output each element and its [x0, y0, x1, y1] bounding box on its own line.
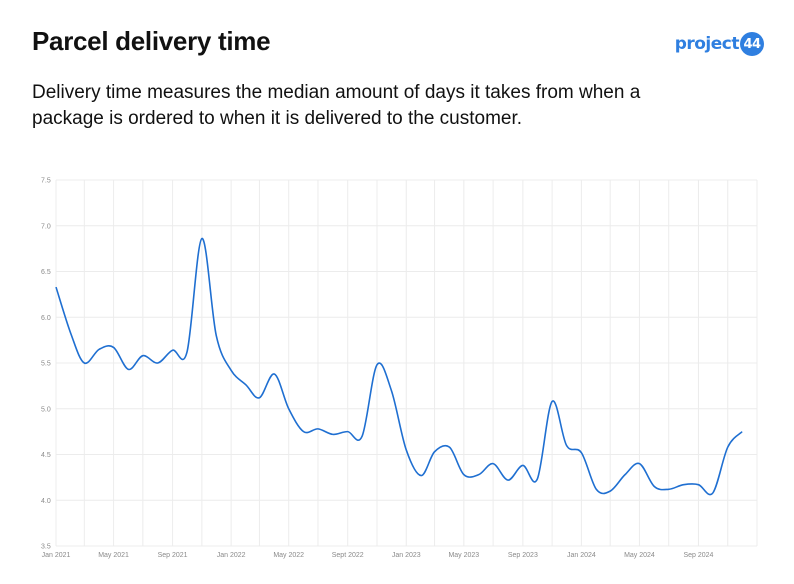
chart-grid	[55, 179, 758, 547]
x-tick-label: Sept 2022	[332, 552, 364, 559]
y-tick-label: 4.5	[41, 452, 51, 459]
x-tick-label: May 2023	[448, 552, 479, 559]
page-subtitle: Delivery time measures the median amount…	[32, 82, 641, 129]
page-title: Parcel delivery time	[32, 26, 271, 56]
x-tick-label: Sep 2023	[508, 552, 538, 559]
y-tick-label: 6.5	[41, 269, 51, 276]
x-tick-label: Jan 2024	[567, 552, 596, 559]
x-tick-label: May 2022	[273, 552, 304, 559]
series-layer	[55, 237, 743, 496]
y-axis: 3.5 4.0 4.5 5.0 5.5 6.0 6.5 7.0 7.5	[41, 178, 51, 551]
logo-badge: 44	[740, 32, 764, 56]
brand-logo[interactable]: project 44	[675, 32, 764, 56]
y-tick-label: 4.0	[41, 498, 51, 505]
x-axis: Jan 2021 May 2021 Sep 2021 Jan 2022 May 2022…	[42, 552, 714, 559]
y-tick-label: 6.0	[41, 315, 51, 322]
series-line	[55, 237, 743, 496]
x-tick-label: Sep 2024	[683, 552, 713, 559]
y-tick-label: 7.5	[41, 178, 51, 185]
y-tick-label: 5.0	[41, 406, 51, 413]
x-tick-label: May 2024	[624, 552, 655, 559]
y-tick-label: 5.5	[41, 361, 51, 368]
x-tick-label: Jan 2021	[42, 552, 71, 559]
y-tick-label: 3.5	[41, 544, 51, 551]
logo-wordmark: project	[674, 34, 740, 54]
x-tick-label: Jan 2023	[392, 552, 421, 559]
y-tick-label: 7.0	[41, 223, 51, 230]
x-tick-label: Jan 2022	[217, 552, 246, 559]
x-tick-label: May 2021	[98, 552, 129, 559]
x-tick-label: Sep 2021	[158, 552, 188, 559]
